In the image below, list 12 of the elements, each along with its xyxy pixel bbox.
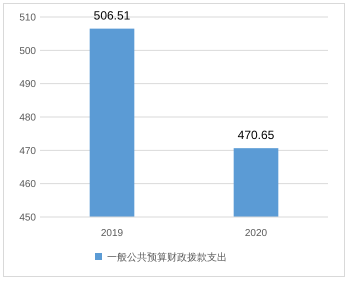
y-tick-label: 470: [19, 146, 36, 157]
data-label: 470.65: [238, 128, 275, 142]
y-tick-label: 480: [19, 112, 36, 124]
x-tick-label: 2020: [244, 228, 268, 239]
x-tick-label: 2019: [100, 228, 124, 239]
y-tick-label: 460: [19, 179, 36, 190]
data-label: 506.51: [94, 8, 131, 23]
y-tick-label: 450: [19, 212, 36, 224]
y-tick-label: 490: [19, 79, 36, 90]
legend-label: 一般公共预算财政拨款支出: [107, 252, 227, 264]
y-tick-label: 510: [19, 12, 36, 24]
y-tick-label: 500: [19, 46, 36, 57]
